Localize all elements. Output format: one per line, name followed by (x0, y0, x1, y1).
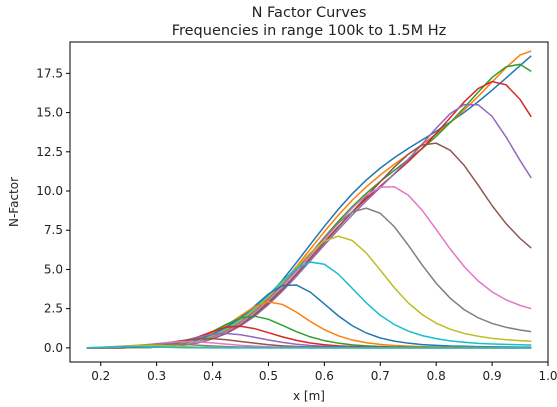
series-line (86, 284, 532, 349)
x-tick-label: 0.5 (259, 369, 278, 383)
series-line (86, 261, 532, 349)
y-tick-label: 5.0 (44, 262, 63, 276)
x-axis: 0.2 0.3 0.4 0.5 0.6 0.7 0.8 0.9 1.0 (91, 362, 557, 383)
series-line (86, 207, 532, 349)
y-axis: 0.0 2.5 5.0 7.5 10.0 12.5 15.0 17.5 (36, 66, 70, 355)
series-line (86, 80, 532, 349)
y-tick-label: 0.0 (44, 341, 63, 355)
plot-frame (69, 41, 549, 363)
series-line (86, 103, 532, 349)
y-tick-label: 7.5 (44, 223, 63, 237)
x-axis-label: x [m] (293, 389, 325, 403)
y-tick-label: 15.0 (36, 106, 63, 120)
y-axis-label: N-Factor (7, 177, 21, 227)
y-tick-label: 10.0 (36, 184, 63, 198)
x-tick-label: 0.7 (371, 369, 390, 383)
series-line (86, 63, 532, 349)
chart-title: N Factor Curves (252, 5, 367, 21)
x-tick-label: 0.6 (315, 369, 334, 383)
y-tick-label: 17.5 (36, 66, 63, 80)
x-tick-label: 0.8 (427, 369, 446, 383)
chart-subtitle: Frequencies in range 100k to 1.5M Hz (172, 23, 447, 39)
series-line (86, 55, 532, 349)
x-tick-label: 0.3 (147, 369, 166, 383)
series-line (86, 345, 532, 349)
series-lines (86, 50, 532, 349)
series-line (86, 301, 532, 349)
x-tick-label: 0.9 (483, 369, 502, 383)
x-tick-label: 0.4 (203, 369, 222, 383)
y-tick-label: 12.5 (36, 145, 63, 159)
y-tick-label: 2.5 (44, 302, 63, 316)
x-tick-label: 1.0 (538, 369, 557, 383)
series-line (86, 186, 532, 349)
x-tick-label: 0.2 (91, 369, 110, 383)
series-line (86, 50, 532, 349)
